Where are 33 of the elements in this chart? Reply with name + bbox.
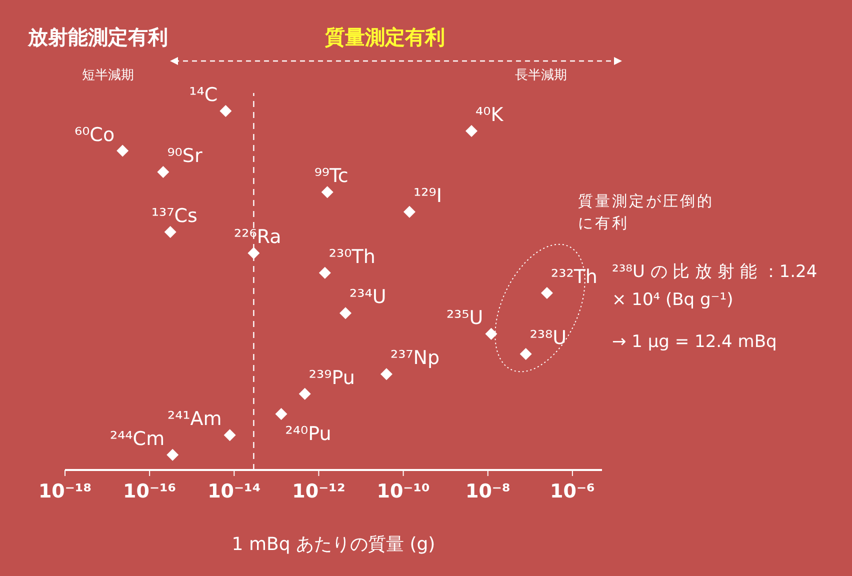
annotation: ²³⁰Th [328,246,376,268]
annotation: ²³²Th [550,266,598,288]
annotation: ⁹⁰Sr [167,144,202,167]
x-tick-label: 10⁻¹² [292,480,346,502]
x-tick-label: 10⁻¹⁶ [123,480,176,502]
x-axis-title: 1 mBq あたりの質量 (g) [232,534,436,555]
x-tick-label: 10⁻¹⁸ [38,480,92,502]
text: 放射能測定有利 [28,24,168,51]
annotation: ⁶⁰Co [74,124,115,146]
annotation: ²³⁷Np [390,347,440,370]
text: ²³⁸U の 比 放 射 能 ：1.24 × 10⁴ (Bq g⁻¹) [612,261,818,312]
annotation: ²²⁶Ra [234,226,282,248]
annotation: ¹³⁷Cs [151,204,198,227]
annotation: ²³⁴U [350,286,386,308]
annotation: ²⁴¹Am [167,408,222,430]
annotation: ²⁴⁴Cm [110,428,165,450]
x-tick-label: 10⁻¹⁰ [376,480,430,502]
text: 短半減期 [82,67,134,84]
x-tick-label: 10⁻⁶ [550,480,595,502]
x-tick-label: 10⁻⁸ [465,480,510,502]
annotation: ²³⁸U [530,327,567,350]
annotation: ¹²⁹I [413,184,442,207]
text: 質量測定有利 [325,24,445,51]
annotation: ⁹⁹Tc [314,165,348,188]
annotation: ⁴⁰K [475,104,504,126]
x-tick-label: 10⁻¹⁴ [208,480,261,502]
annotation: ²³⁹Pu [308,366,355,389]
annotation: 質量測定が圧倒的に有利 [578,191,715,234]
annotation: ¹⁴C [189,84,218,106]
annotation: ²³⁵U [446,306,484,329]
annotation: ²⁴⁰Pu [285,422,332,445]
text: 長半減期 [515,67,567,84]
text: → 1 μg = 12.4 mBq [612,332,777,352]
